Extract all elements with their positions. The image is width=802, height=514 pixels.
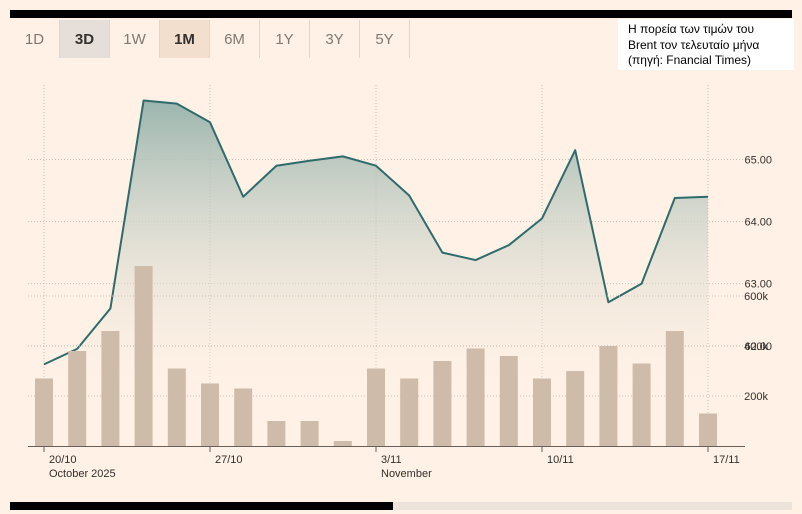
volume-bar <box>35 378 53 446</box>
tab-5y[interactable]: 5Y <box>360 20 410 58</box>
volume-bar <box>566 371 585 446</box>
volume-bar <box>599 346 618 446</box>
volume-bar <box>466 348 485 446</box>
price-tick-label: 65.00 <box>744 155 772 167</box>
scroll-track[interactable] <box>10 502 792 510</box>
caption-line-2: Brent τον τελευταίο μήνα <box>628 37 760 52</box>
volume-tick-label: 600k <box>744 291 768 303</box>
x-tick-label: 27/10 <box>215 454 243 466</box>
tab-1d[interactable]: 1D <box>10 20 60 58</box>
caption-line-1: Η πορεία των τιμών του <box>628 22 754 36</box>
top-rule <box>10 10 792 18</box>
volume-bar <box>68 351 87 446</box>
tab-6m[interactable]: 6M <box>210 20 260 58</box>
volume-bar <box>499 356 518 446</box>
x-tick-label: 10/11 <box>547 454 574 466</box>
price-line <box>43 99 709 366</box>
price-tick-label: 63.00 <box>744 279 772 291</box>
volume-bar <box>201 383 219 446</box>
volume-bar <box>433 361 452 446</box>
volume-tick-label: 400k <box>744 341 768 353</box>
volume-bar <box>101 331 120 446</box>
volume-bar <box>167 368 186 446</box>
volume-bar <box>665 331 684 446</box>
volume-bar <box>400 378 419 446</box>
tab-1w[interactable]: 1W <box>110 20 160 58</box>
volume-bar <box>632 363 651 446</box>
x-tick-label: 17/11 <box>713 454 740 466</box>
volume-bar <box>234 388 253 446</box>
x-tick-label: 20/10 <box>49 454 77 466</box>
x-tick-label: 3/11 <box>381 454 402 466</box>
tab-1m[interactable]: 1M <box>160 20 210 58</box>
tab-3y[interactable]: 3Y <box>310 20 360 58</box>
x-tick-sublabel: October 2025 <box>49 468 116 480</box>
caption-line-3: (πηγή: Fnancial Times) <box>628 53 751 67</box>
scroll-thumb[interactable] <box>10 502 393 510</box>
volume-bar <box>300 421 319 446</box>
volume-tick-label: 200k <box>744 391 768 403</box>
range-tabs: 1D 3D 1W 1M 6M 1Y 3Y 5Y <box>10 20 410 58</box>
volume-bar <box>333 441 352 446</box>
volume-bar <box>367 368 385 446</box>
price-tick-label: 62.00 <box>744 341 772 353</box>
tab-1y[interactable]: 1Y <box>260 20 310 58</box>
volume-bar <box>134 266 153 446</box>
volume-bar <box>267 421 286 446</box>
chart-caption: Η πορεία των τιμών του Brent τον τελευτα… <box>618 19 794 70</box>
tab-3d[interactable]: 3D <box>60 20 110 58</box>
x-tick-sublabel: November <box>381 468 432 480</box>
price-area <box>44 100 708 383</box>
price-tick-label: 64.00 <box>744 217 772 229</box>
volume-bar <box>699 413 717 446</box>
volume-bar <box>533 378 551 446</box>
